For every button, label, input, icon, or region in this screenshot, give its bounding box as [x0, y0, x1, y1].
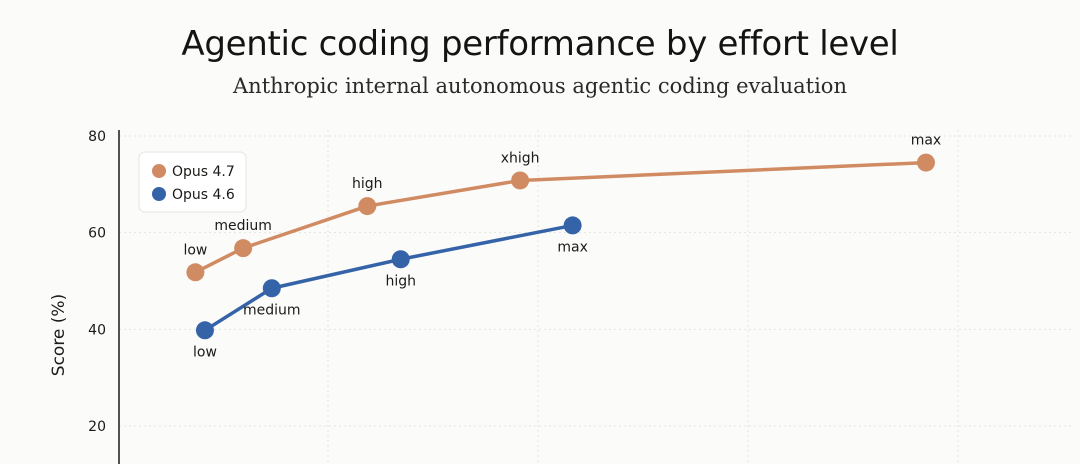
data-point[interactable] [391, 250, 410, 269]
data-point[interactable] [262, 279, 281, 298]
y-axis-label: Score (%) [49, 294, 69, 376]
legend-label: Opus 4.6 [172, 187, 235, 203]
series-opus-4-6: low medium high max [193, 216, 588, 360]
chart-subtitle: Anthropic internal autonomous agentic co… [233, 74, 847, 98]
y-tick-label: 80 [88, 129, 106, 145]
legend: Opus 4.7 Opus 4.6 [138, 151, 247, 213]
data-point[interactable] [186, 263, 205, 282]
data-label: low [183, 242, 207, 258]
data-label: medium [214, 218, 272, 234]
series-layer: low medium high xhigh max low medium high max [183, 133, 941, 361]
legend-item[interactable]: Opus 4.6 [152, 187, 235, 203]
y-tick-label: 20 [88, 419, 106, 435]
series-line [204, 223, 573, 332]
data-label: medium [243, 302, 301, 318]
grid-lines [119, 130, 1074, 464]
data-point[interactable] [358, 197, 377, 216]
data-label: max [911, 133, 942, 149]
y-tick-label: 40 [88, 322, 106, 338]
data-label: xhigh [501, 150, 540, 166]
data-label: low [193, 344, 217, 360]
data-point[interactable] [563, 216, 582, 235]
data-point[interactable] [234, 239, 253, 258]
data-point[interactable] [916, 153, 935, 172]
legend-marker [152, 187, 166, 201]
data-label: high [385, 273, 416, 289]
legend-marker [152, 164, 166, 178]
legend-box [138, 151, 247, 213]
data-label: max [557, 239, 588, 255]
series-line [194, 160, 927, 274]
chart-title: Agentic coding performance by effort lev… [181, 24, 899, 64]
legend-item[interactable]: Opus 4.7 [152, 164, 235, 180]
legend-label: Opus 4.7 [172, 164, 235, 180]
data-point[interactable] [195, 321, 214, 340]
y-tick-labels: 20 40 60 80 [88, 129, 106, 435]
series-opus-4-7: low medium high xhigh max [183, 133, 941, 282]
data-point[interactable] [511, 171, 530, 190]
y-tick-label: 60 [88, 226, 106, 242]
data-label: high [352, 176, 383, 192]
